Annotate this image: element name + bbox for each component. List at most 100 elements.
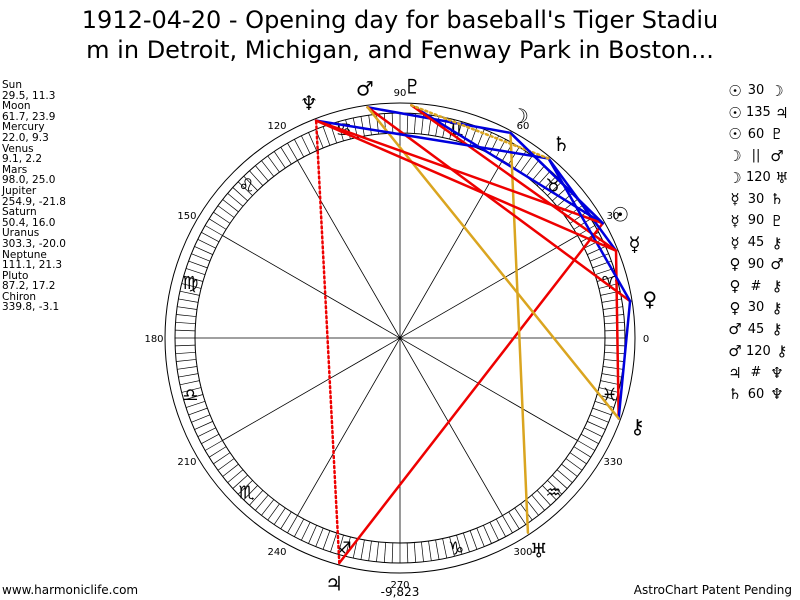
band-tick — [604, 344, 625, 347]
planet-coords: 339.8, -3.1 — [2, 301, 60, 314]
sign-sagittarius-glyph: ♐ — [336, 539, 352, 560]
chart-title-line-1: 1912-04-20 - Opening day for baseball's … — [81, 6, 719, 34]
band-tick — [600, 380, 621, 386]
degree-label: 60 — [517, 121, 530, 132]
band-tick — [301, 135, 311, 154]
degree-label: 330 — [603, 457, 622, 468]
band-tick — [442, 538, 448, 559]
aspect-row: ♀ # ⚷ — [726, 275, 791, 297]
aspect-row: ♂ 120 ⚷ — [726, 340, 791, 362]
band-tick — [589, 414, 609, 423]
band-tick — [508, 511, 520, 529]
band-tick — [587, 421, 606, 430]
band-tick — [565, 458, 583, 471]
outer-ring — [164, 102, 636, 574]
aspect-value: 45 — [747, 321, 765, 337]
planet-name: Venus — [2, 142, 34, 155]
band-tick — [177, 306, 198, 310]
band-tick — [330, 532, 337, 553]
band-tick — [598, 387, 619, 393]
degree-label: 120 — [267, 121, 286, 132]
band-tick — [213, 211, 231, 224]
band-tick — [232, 474, 248, 489]
band-tick — [209, 218, 227, 230]
band-tick — [406, 113, 409, 134]
band-tick — [197, 239, 216, 249]
aspect-value: 30 — [747, 300, 765, 316]
sign-leo-glyph: ♌ — [238, 176, 254, 197]
planet-coords: 61.7, 23.9 — [2, 110, 56, 123]
band-tick — [413, 542, 417, 563]
planet-coords: 29.5, 11.3 — [2, 89, 56, 102]
aspect-body-1-glyph: ♀ — [729, 255, 741, 274]
footer-website: www.harmoniclife.com — [2, 583, 139, 597]
band-tick — [213, 452, 231, 465]
planet-coords: 50.4, 16.0 — [2, 216, 56, 229]
sign-capricorn-glyph: ♑ — [448, 539, 464, 560]
aspect-line — [338, 222, 605, 565]
aspect-line — [366, 106, 620, 420]
body-pluto-glyph: ♇ — [403, 74, 421, 98]
degree-label: 210 — [177, 457, 196, 468]
aspect-value: 135 — [746, 105, 771, 121]
band-tick — [181, 283, 202, 289]
planet-coords: 111.1, 21.3 — [2, 259, 63, 272]
band-tick — [222, 199, 239, 213]
aspect-line — [314, 119, 605, 225]
band-tick — [508, 147, 520, 165]
aspect-row: ☽ || ♂ — [726, 145, 791, 167]
band-tick — [547, 181, 563, 196]
planet-coords: 22.0, 9.3 — [2, 131, 49, 144]
aspect-body-1-glyph: ☽ — [728, 168, 742, 187]
body-saturn-glyph: ♄ — [552, 132, 570, 156]
band-tick — [191, 414, 211, 423]
band-tick — [601, 298, 622, 303]
body-uranus-glyph: ♅ — [530, 538, 548, 562]
planet-position-list: Sun 29.5, 11.3 Moon 61.7, 23.9 Mercury 22.0, … — [2, 80, 66, 313]
band-tick — [322, 126, 331, 146]
band-tick — [391, 542, 394, 563]
band-tick — [308, 525, 317, 544]
band-tick — [287, 515, 298, 534]
band-tick — [587, 246, 606, 255]
planet-name: Uranus — [2, 227, 40, 240]
aspect-body-2-glyph: ⚷ — [771, 320, 783, 339]
aspect-body-2-glyph: ♄ — [770, 190, 784, 209]
band-tick — [360, 116, 365, 137]
band-tick — [191, 253, 211, 262]
band-tick — [489, 522, 499, 541]
band-tick — [531, 494, 545, 511]
band-tick — [177, 366, 198, 370]
band-tick — [185, 401, 206, 408]
aspect-line — [314, 119, 341, 565]
aspect-line — [410, 104, 618, 252]
body-neptune-glyph: ♆ — [300, 91, 318, 115]
aspect-value: 45 — [747, 235, 765, 251]
band-tick — [249, 170, 264, 186]
planet-coords: 98.0, 25.0 — [2, 174, 56, 187]
aspect-body-1-glyph: ☿ — [730, 211, 740, 230]
aspect-body-1-glyph: ☿ — [730, 233, 740, 252]
band-tick — [584, 427, 603, 437]
sign-virgo-glyph: ♍ — [182, 273, 198, 294]
aspect-body-2-glyph: ☽ — [770, 81, 784, 100]
aspect-value: 90 — [747, 213, 765, 229]
aspect-line — [509, 131, 605, 225]
band-tick — [197, 427, 216, 437]
band-tick — [217, 458, 235, 471]
aspect-list: ☉ 30 ☽ ☉ 135 ♃ ☉ 60 ♇ ☽ || ♂ ☽ 120 ♅ ☿ 30 ♄ ☿ 90 ♇ ☿ 45 ⚷ ♀ 90 ♂ ♀ #… — [726, 80, 791, 405]
aspect-line — [617, 299, 632, 420]
band-tick — [435, 539, 440, 560]
body-jupiter-glyph: ♃ — [325, 571, 343, 595]
aspect-value: || — [751, 148, 761, 164]
band-tick — [227, 193, 244, 207]
band-tick — [249, 490, 264, 506]
band-tick — [308, 132, 317, 151]
aspect-value: 90 — [747, 256, 765, 272]
aspect-body-2-glyph: ♇ — [770, 211, 784, 230]
aspect-row: ♀ 90 ♂ — [726, 254, 791, 276]
body-sun-glyph: ☉ — [611, 202, 629, 226]
band-tick — [476, 527, 485, 547]
band-tick — [185, 268, 206, 275]
